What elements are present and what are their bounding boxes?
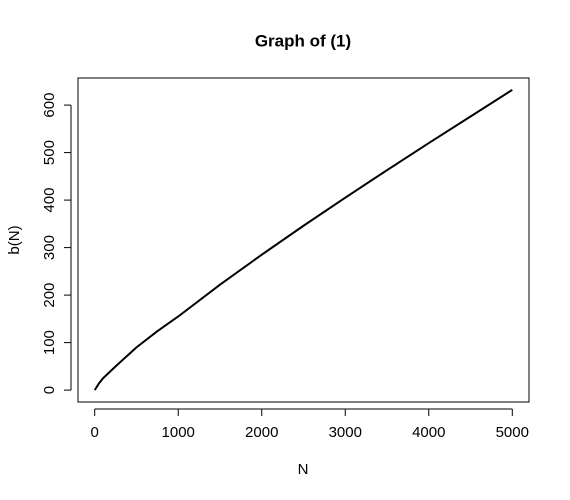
y-tick-label: 500 (41, 140, 58, 165)
x-tick-label: 3000 (329, 424, 362, 441)
x-tick-label: 4000 (412, 424, 445, 441)
y-tick-label: 100 (41, 330, 58, 355)
y-tick-label: 200 (41, 283, 58, 308)
x-tick-label: 5000 (496, 424, 529, 441)
x-tick-label: 1000 (162, 424, 195, 441)
x-tick-label: 2000 (245, 424, 278, 441)
y-axis-label: b(N) (6, 225, 23, 254)
plot-box (77, 77, 530, 403)
data-line (93, 89, 513, 391)
y-tick-label: 300 (41, 235, 58, 260)
y-tick-label: 400 (41, 188, 58, 213)
y-tick-label: 0 (41, 386, 58, 394)
x-axis-label: N (298, 461, 309, 478)
x-tick-label: 0 (91, 424, 99, 441)
chart-title: Graph of (1) (255, 31, 351, 50)
y-tick-label: 600 (41, 93, 58, 118)
